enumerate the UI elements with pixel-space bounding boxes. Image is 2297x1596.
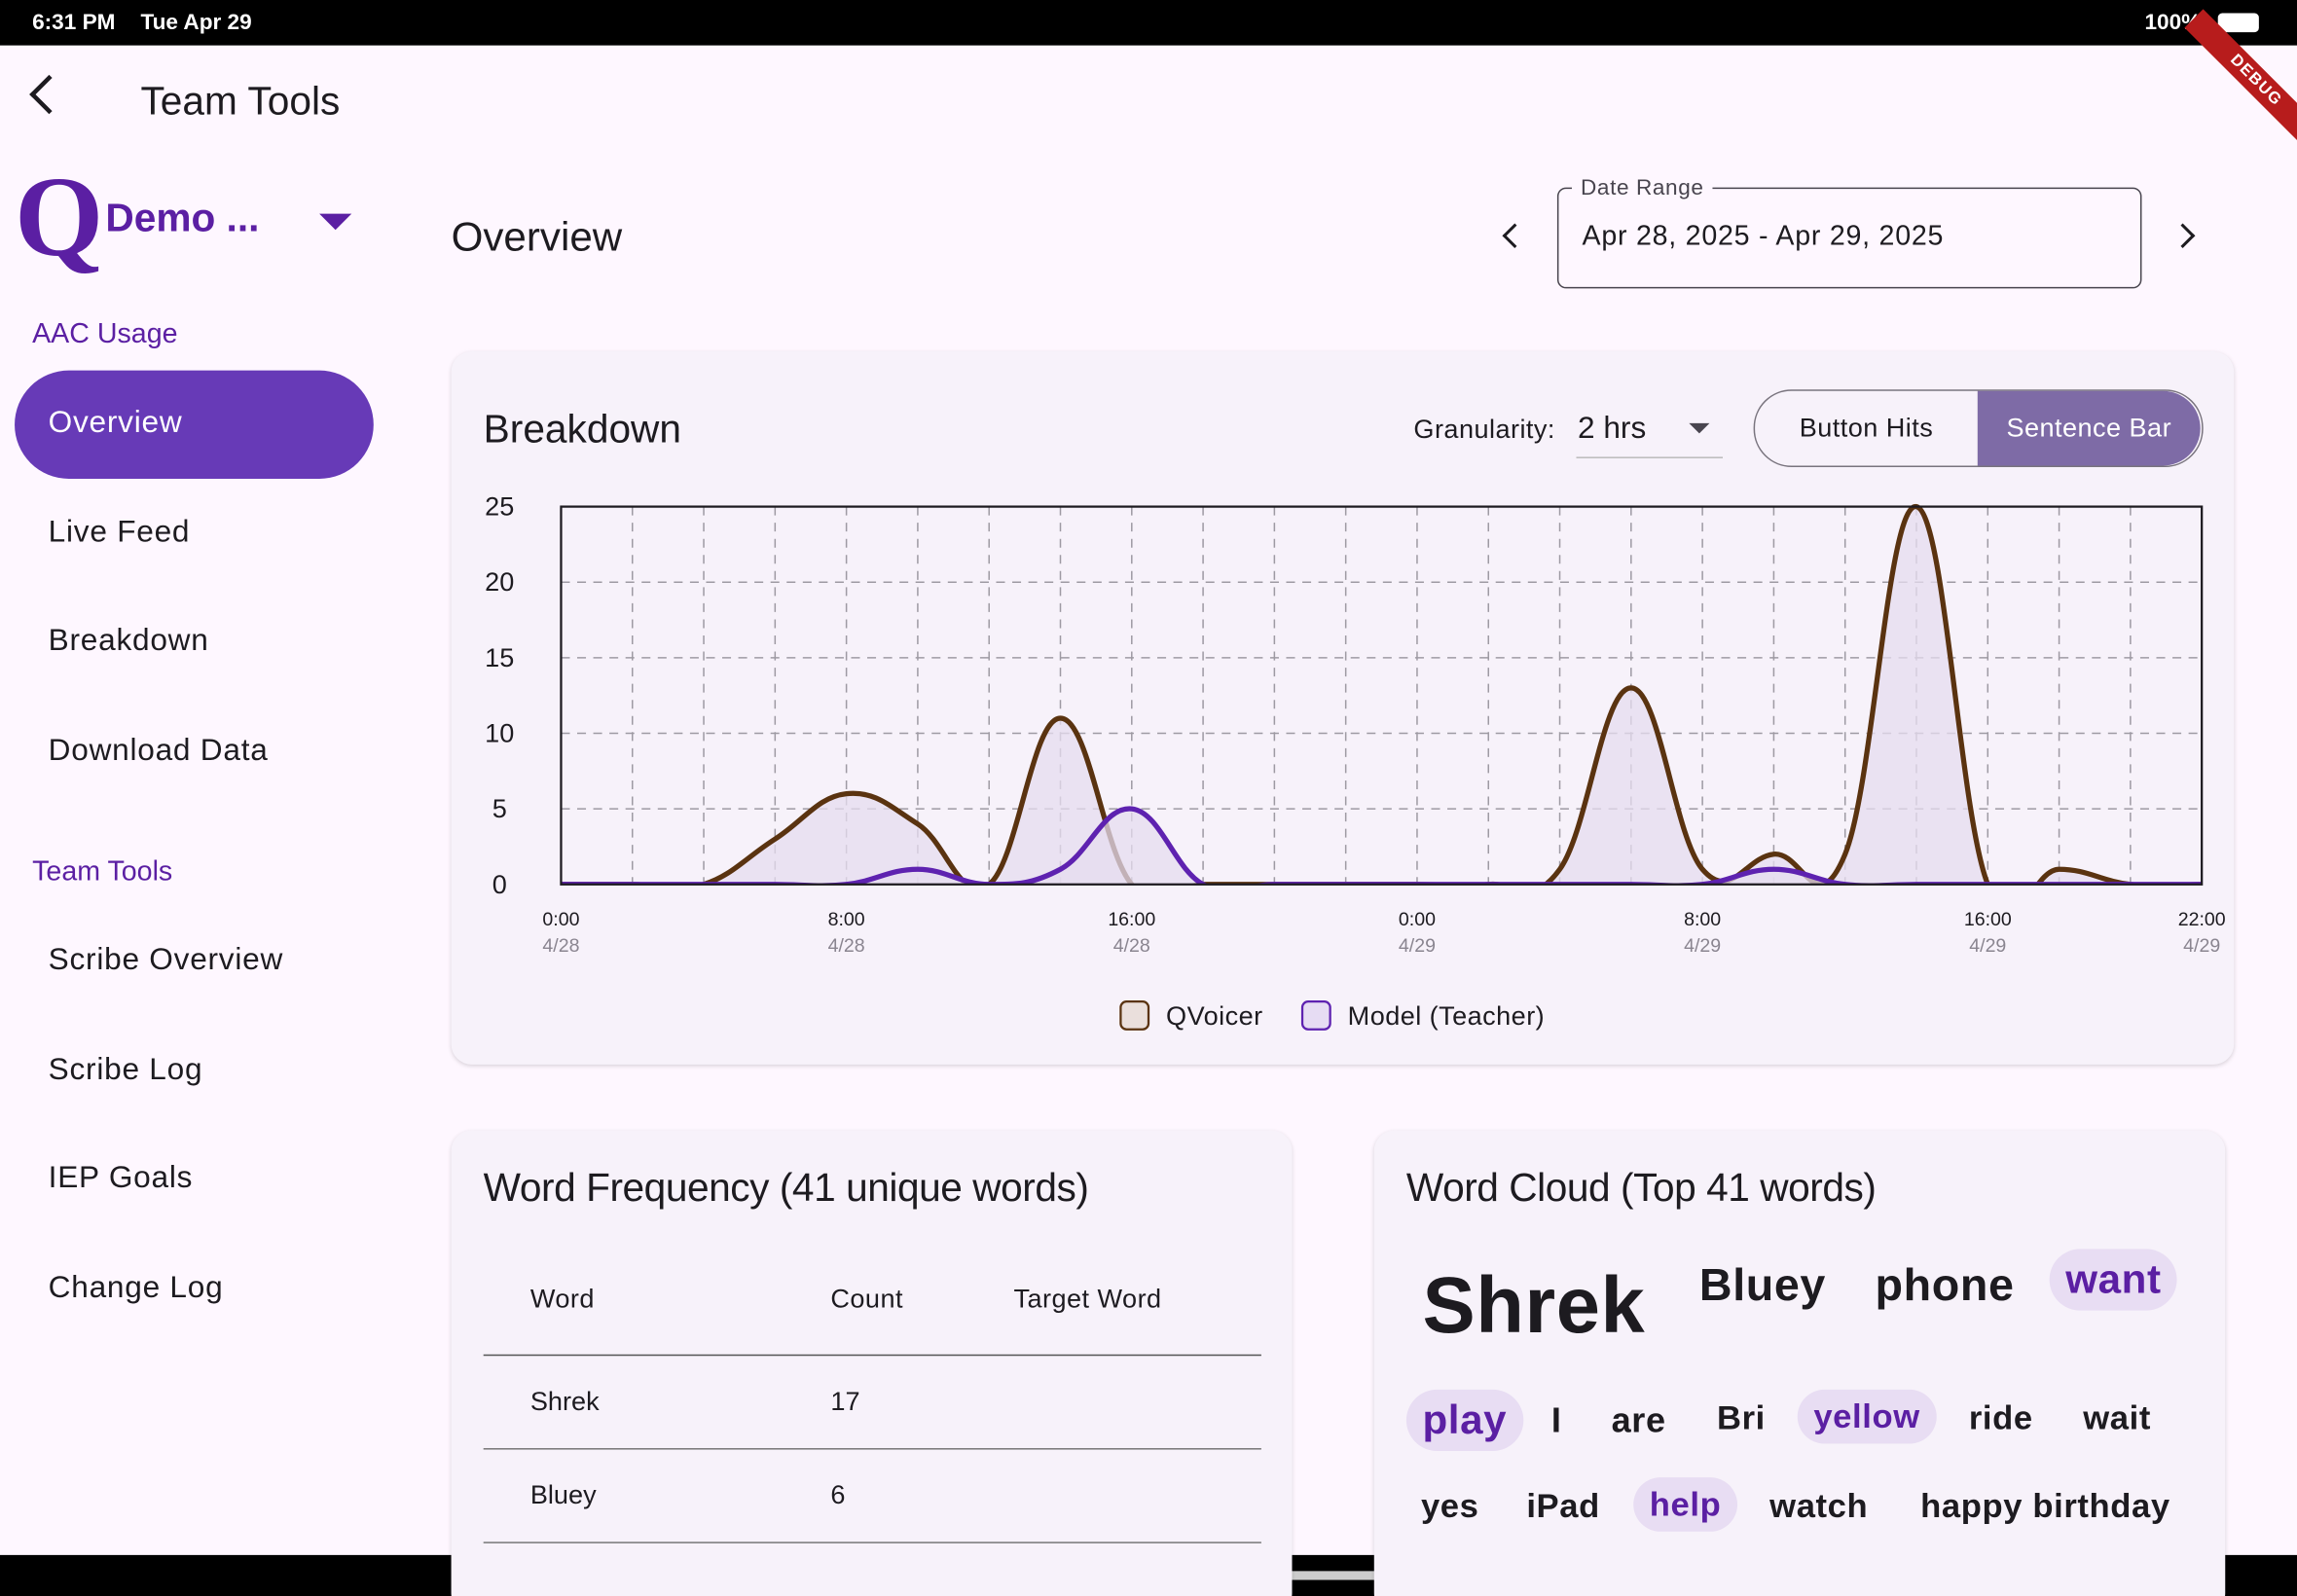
section-label: Team Tools <box>32 856 173 888</box>
y-tick-label: 0 <box>492 869 507 899</box>
x-tick-label: 16:00 <box>1964 909 2012 930</box>
overview-title: Overview <box>451 213 623 260</box>
granularity-arrow <box>1689 422 1710 434</box>
word-highlighted[interactable]: yellow <box>1797 1390 1937 1444</box>
word: Shrek <box>1422 1261 1646 1350</box>
status-date: Tue Apr 29 <box>140 10 252 36</box>
x-tick-label: 8:00 <box>1684 909 1721 930</box>
word-frequency-card <box>451 1130 1293 1596</box>
word: wait <box>2083 1398 2152 1437</box>
y-tick-label: 20 <box>485 566 514 597</box>
legend-swatch <box>1300 1000 1331 1031</box>
y-tick-label: 10 <box>485 718 514 748</box>
x-tick-label: 16:00 <box>1108 909 1155 930</box>
nav-item[interactable]: Overview <box>48 405 183 440</box>
legend-swatch <box>1119 1000 1150 1031</box>
x-tick-label: 0:00 <box>542 909 579 930</box>
dropdown-arrow[interactable] <box>319 213 352 231</box>
table-divider <box>483 1354 1261 1357</box>
x-tick-date: 4/28 <box>1113 935 1150 957</box>
x-tick-date: 4/29 <box>1399 935 1436 957</box>
battery-icon <box>2217 13 2259 33</box>
logo: Q <box>15 152 104 280</box>
nav-item[interactable]: IEP Goals <box>48 1161 194 1195</box>
word: happy birthday <box>1920 1486 2170 1525</box>
word-cloud-card <box>1373 1130 2226 1596</box>
status-bar <box>0 0 2297 46</box>
toggle-group <box>1753 389 2204 467</box>
granularity-underline <box>1576 456 1723 458</box>
column-header: Word <box>529 1284 595 1314</box>
x-tick-label: 8:00 <box>828 909 865 930</box>
y-tick-label: 5 <box>492 793 507 823</box>
word: iPad <box>1526 1486 1600 1525</box>
date-range-label: Date Range <box>1571 175 1713 201</box>
x-tick-date: 4/28 <box>542 935 579 957</box>
legend-label: QVoicer <box>1166 1000 1263 1031</box>
word-highlighted[interactable]: want <box>2049 1249 2178 1311</box>
table-cell: 17 <box>830 1386 860 1416</box>
word: phone <box>1875 1259 2015 1312</box>
chart-title: Breakdown <box>483 407 682 452</box>
word: yes <box>1420 1486 1479 1525</box>
word-highlighted[interactable]: play <box>1405 1390 1523 1452</box>
x-tick-label: 0:00 <box>1399 909 1436 930</box>
nav-item[interactable]: Breakdown <box>48 623 209 658</box>
word-cloud-title: Word Cloud (Top 41 words) <box>1405 1165 1877 1210</box>
word-frequency-title: Word Frequency (41 unique words) <box>483 1165 1089 1210</box>
word: Bluey <box>1698 1259 1826 1312</box>
nav-item[interactable]: Change Log <box>48 1270 224 1304</box>
word: I <box>1550 1400 1562 1440</box>
column-header: Count <box>830 1284 903 1314</box>
nav-item[interactable]: Live Feed <box>48 514 191 549</box>
account-name: Demo ... <box>105 196 260 240</box>
app-title: Team Tools <box>140 79 341 124</box>
word: Bri <box>1716 1398 1766 1437</box>
word: are <box>1611 1400 1666 1440</box>
table-cell: 6 <box>830 1480 846 1510</box>
table-cell: Bluey <box>529 1480 597 1510</box>
series-group <box>561 503 2203 885</box>
series-line <box>561 503 2203 885</box>
nav-item[interactable]: Scribe Overview <box>48 942 284 977</box>
table-cell: Shrek <box>529 1386 600 1416</box>
word-highlighted[interactable]: help <box>1633 1477 1737 1533</box>
x-tick-date: 4/29 <box>1684 935 1721 957</box>
plot-border <box>560 505 2204 886</box>
granularity-label: Granularity: <box>1413 414 1555 444</box>
nav-item[interactable]: Scribe Log <box>48 1052 203 1086</box>
date-range-value: Apr 28, 2025 - Apr 29, 2025 <box>1582 221 1945 252</box>
y-tick-label: 15 <box>485 642 514 672</box>
row-divider <box>483 1448 1261 1450</box>
x-tick-date: 4/28 <box>828 935 865 957</box>
granularity-value[interactable]: 2 hrs <box>1577 411 1647 446</box>
status-time: 6:31 PM <box>32 10 116 36</box>
date-range-field[interactable] <box>1556 187 2142 289</box>
row-divider <box>483 1542 1261 1543</box>
nav-selected <box>15 370 374 480</box>
toggle-button[interactable]: Sentence Bar <box>1977 390 2201 466</box>
section-label: AAC Usage <box>32 319 178 350</box>
y-tick-label: 25 <box>485 491 514 522</box>
x-tick-date: 4/29 <box>2183 935 2220 957</box>
x-tick-date: 4/29 <box>1969 935 2006 957</box>
column-header: Target Word <box>1013 1284 1162 1314</box>
nav-item[interactable]: Download Data <box>48 733 269 767</box>
toggle-button[interactable]: Button Hits <box>1755 390 1980 466</box>
word: ride <box>1968 1398 2033 1437</box>
word: watch <box>1769 1486 1869 1525</box>
legend-label: Model (Teacher) <box>1348 1000 1545 1031</box>
x-tick-label: 22:00 <box>2178 909 2226 930</box>
